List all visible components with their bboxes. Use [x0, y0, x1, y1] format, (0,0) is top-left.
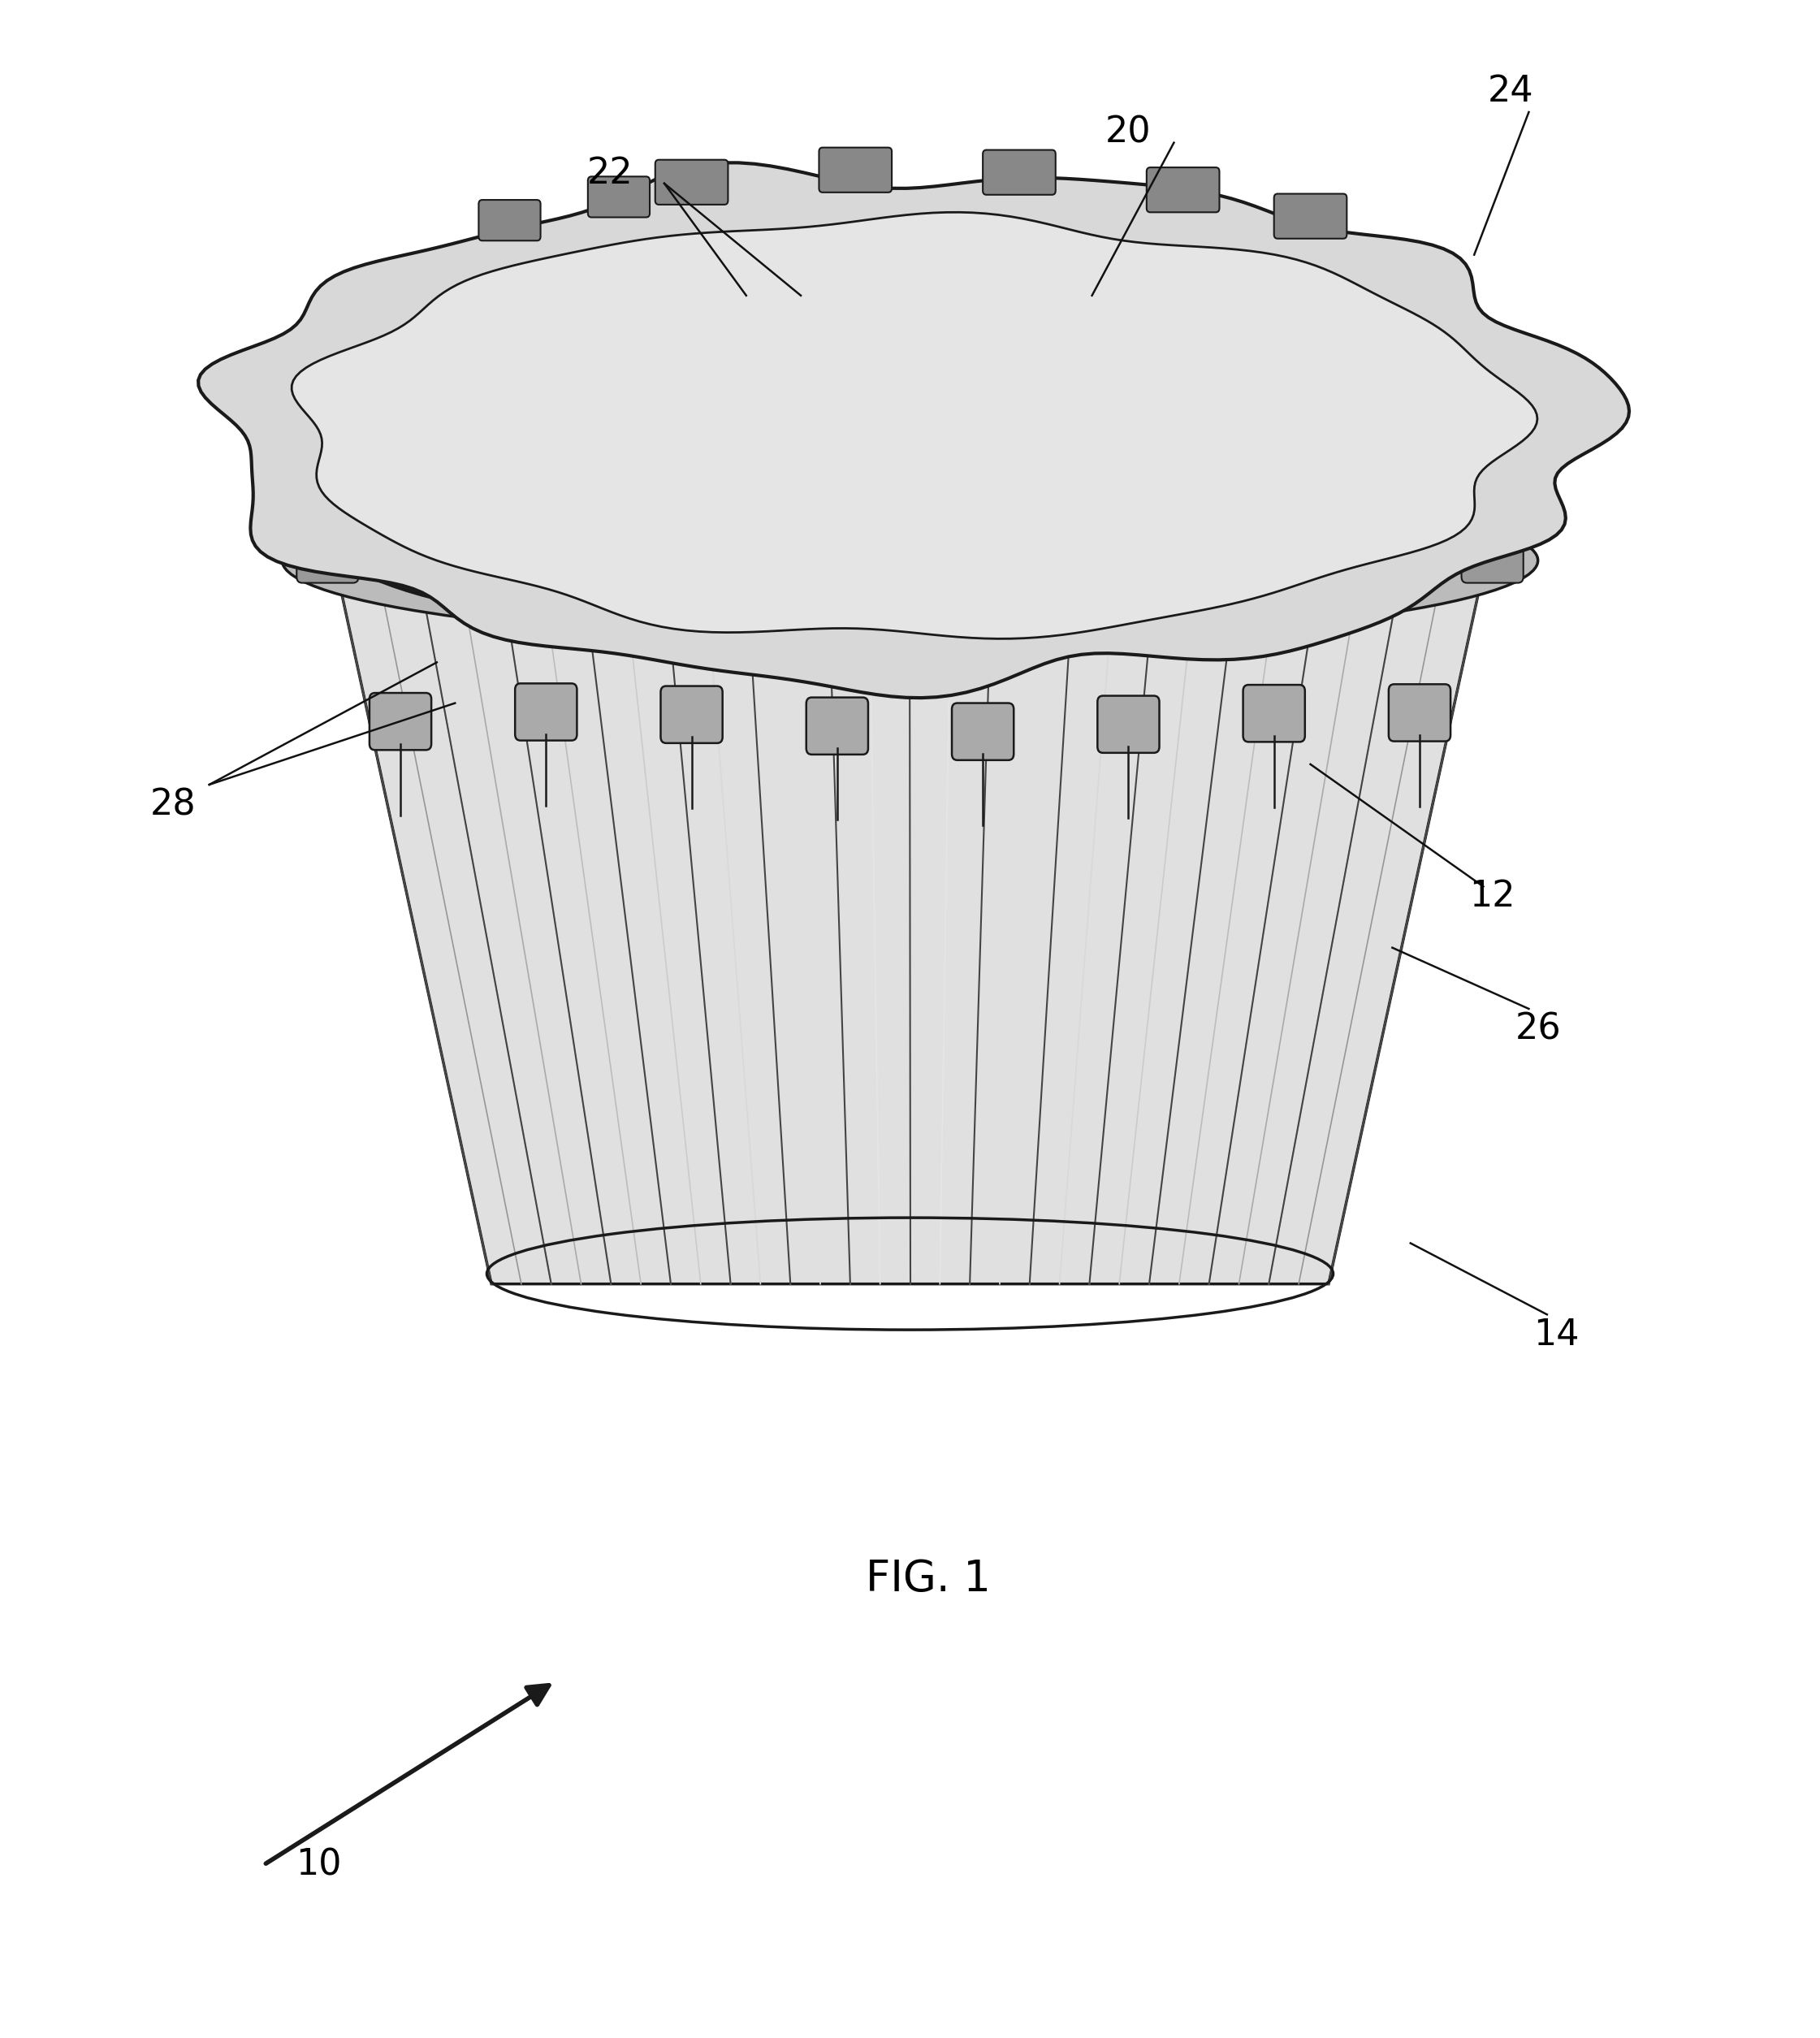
FancyBboxPatch shape — [386, 526, 448, 583]
FancyBboxPatch shape — [1103, 526, 1165, 583]
FancyBboxPatch shape — [588, 177, 650, 218]
FancyBboxPatch shape — [983, 151, 1056, 196]
FancyBboxPatch shape — [819, 147, 892, 192]
Text: 12: 12 — [1469, 878, 1516, 915]
Text: 20: 20 — [1105, 114, 1152, 151]
FancyBboxPatch shape — [1243, 685, 1305, 742]
FancyBboxPatch shape — [369, 693, 431, 750]
FancyBboxPatch shape — [1147, 167, 1219, 212]
FancyBboxPatch shape — [1097, 695, 1159, 752]
Text: 22: 22 — [586, 155, 633, 192]
FancyBboxPatch shape — [655, 526, 717, 583]
FancyBboxPatch shape — [925, 526, 986, 583]
Text: 26: 26 — [1514, 1011, 1562, 1048]
Text: 10: 10 — [295, 1846, 342, 1883]
FancyBboxPatch shape — [661, 687, 723, 744]
Text: 28: 28 — [149, 787, 197, 823]
FancyBboxPatch shape — [744, 526, 806, 583]
FancyBboxPatch shape — [1014, 526, 1076, 583]
FancyBboxPatch shape — [297, 526, 359, 583]
FancyBboxPatch shape — [479, 200, 541, 240]
FancyBboxPatch shape — [566, 526, 628, 583]
FancyBboxPatch shape — [1192, 526, 1254, 583]
Polygon shape — [337, 571, 1483, 1284]
FancyBboxPatch shape — [1274, 194, 1347, 238]
Polygon shape — [198, 163, 1629, 697]
FancyBboxPatch shape — [1389, 685, 1451, 742]
Ellipse shape — [364, 367, 1456, 632]
FancyBboxPatch shape — [475, 526, 537, 583]
FancyBboxPatch shape — [1461, 526, 1523, 583]
FancyBboxPatch shape — [1372, 526, 1434, 583]
Text: 14: 14 — [1532, 1317, 1580, 1353]
FancyBboxPatch shape — [1283, 526, 1345, 583]
Ellipse shape — [337, 326, 1483, 611]
FancyBboxPatch shape — [952, 703, 1014, 760]
FancyBboxPatch shape — [806, 697, 868, 754]
FancyBboxPatch shape — [515, 683, 577, 740]
Ellipse shape — [282, 479, 1538, 642]
Polygon shape — [291, 212, 1538, 638]
Text: FIG. 1: FIG. 1 — [866, 1559, 990, 1600]
FancyBboxPatch shape — [655, 159, 728, 204]
Text: 24: 24 — [1487, 73, 1534, 110]
FancyBboxPatch shape — [834, 526, 895, 583]
